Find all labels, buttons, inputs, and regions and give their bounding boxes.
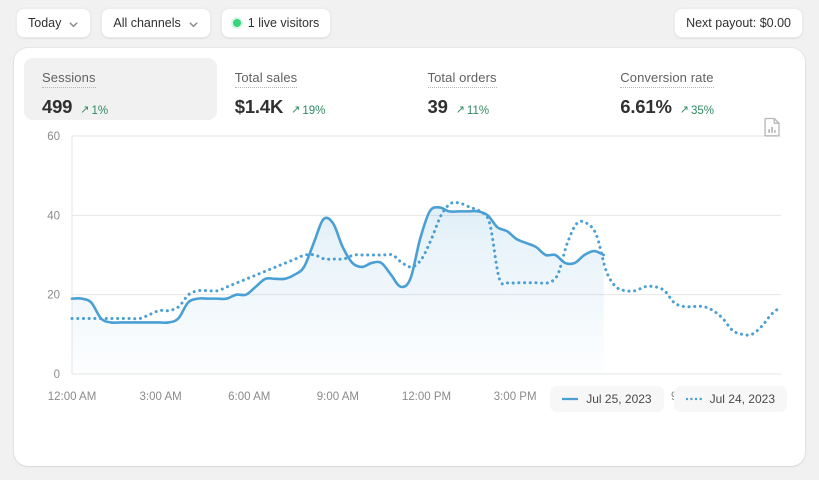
metric-value-row: $1.4K ↗ 19%: [235, 96, 396, 118]
live-status-dot-icon: [232, 19, 241, 27]
metric-delta: ↗ 11%: [456, 105, 489, 117]
live-visitors-label: 1 live visitors: [247, 16, 320, 30]
trend-up-arrow-icon: ↗: [679, 104, 689, 116]
y-axis-tick-label: 60: [47, 131, 60, 143]
chart-legend: Jul 25, 2023 Jul 24, 2023: [550, 386, 787, 412]
metric-card-total-sales[interactable]: Total sales $1.4K ↗ 19%: [217, 58, 410, 120]
metric-label: Sessions: [42, 70, 96, 88]
metric-value-row: 6.61% ↗ 35%: [620, 96, 781, 118]
metric-label: Total sales: [234, 70, 298, 88]
chevron-down-icon: [188, 19, 199, 30]
x-axis-tick-label: 9:00 AM: [317, 391, 359, 403]
channel-filter-label: All channels: [113, 16, 181, 30]
metric-card-sessions[interactable]: Sessions 499 ↗ 1%: [24, 58, 217, 120]
series-line-previous: [70, 200, 783, 337]
solid-line-swatch-icon: [562, 397, 579, 401]
metric-delta: ↗ 1%: [80, 105, 108, 117]
x-axis-tick-label: 12:00 AM: [48, 391, 97, 403]
x-axis-tick-label: 6:00 AM: [228, 391, 270, 403]
metric-delta-value: 19%: [302, 104, 326, 117]
metric-delta: ↗ 35%: [680, 105, 714, 117]
y-axis-tick-label: 20: [47, 290, 60, 302]
metric-card-total-orders[interactable]: Total orders 39 ↗ 11%: [410, 58, 603, 120]
date-range-filter-button[interactable]: Today: [16, 8, 92, 38]
metric-label: Total orders: [427, 70, 497, 88]
metric-delta-value: 1%: [91, 104, 109, 117]
trend-up-arrow-icon: ↗: [80, 104, 90, 116]
series-line-current: [70, 205, 606, 325]
live-visitors-button[interactable]: 1 live visitors: [220, 8, 332, 38]
metrics-row: Sessions 499 ↗ 1% Total sales $1.4K ↗ 19…: [14, 48, 805, 120]
sessions-line-chart[interactable]: 0 20 40 60 12:00 AM 3:00 AM 6:00 AM 9:00 AM 12:0…: [14, 124, 805, 424]
chart-area: 0 20 40 60 12:00 AM 3:00 AM 6:00 AM 9:00 AM 12:0…: [14, 117, 805, 424]
x-axis-tick-label: 12:00 PM: [402, 391, 451, 403]
legend-item-jul-24[interactable]: Jul 24, 2023: [673, 386, 787, 412]
dotted-line-swatch-icon: [685, 397, 702, 401]
chevron-down-icon: [68, 19, 79, 30]
top-toolbar: Today All channels 1 live visitors Next …: [0, 0, 819, 46]
metric-value: 39: [427, 96, 448, 117]
report-document-icon[interactable]: [761, 116, 783, 138]
metric-value: $1.4K: [234, 96, 284, 117]
legend-item-jul-25[interactable]: Jul 25, 2023: [550, 386, 664, 412]
series-area-fill: [72, 207, 604, 374]
metric-value-row: 499 ↗ 1%: [42, 96, 203, 118]
metric-delta-value: 11%: [466, 104, 490, 117]
channel-filter-button[interactable]: All channels: [101, 8, 211, 38]
next-payout-button[interactable]: Next payout: $0.00: [674, 8, 803, 38]
x-axis-tick-label: 3:00 AM: [140, 391, 182, 403]
metric-card-conversion-rate[interactable]: Conversion rate 6.61% ↗ 35%: [602, 58, 795, 120]
x-axis-tick-label: 3:00 PM: [494, 391, 537, 403]
metric-label: Conversion rate: [620, 70, 714, 88]
y-axis-tick-label: 0: [54, 369, 60, 381]
legend-label: Jul 25, 2023: [586, 392, 652, 406]
next-payout-label: Next payout: $0.00: [686, 16, 791, 30]
metric-delta-value: 35%: [690, 104, 714, 117]
metric-value-row: 39 ↗ 11%: [428, 96, 589, 118]
legend-label: Jul 24, 2023: [709, 392, 775, 406]
metric-value: 499: [42, 96, 73, 117]
y-axis-tick-label: 40: [47, 210, 60, 222]
metric-value: 6.61%: [620, 96, 672, 117]
trend-up-arrow-icon: ↗: [291, 104, 301, 116]
metric-delta: ↗ 19%: [291, 105, 325, 117]
date-range-filter-label: Today: [28, 16, 62, 30]
analytics-card: Sessions 499 ↗ 1% Total sales $1.4K ↗ 19…: [14, 48, 805, 466]
trend-up-arrow-icon: ↗: [455, 104, 465, 116]
